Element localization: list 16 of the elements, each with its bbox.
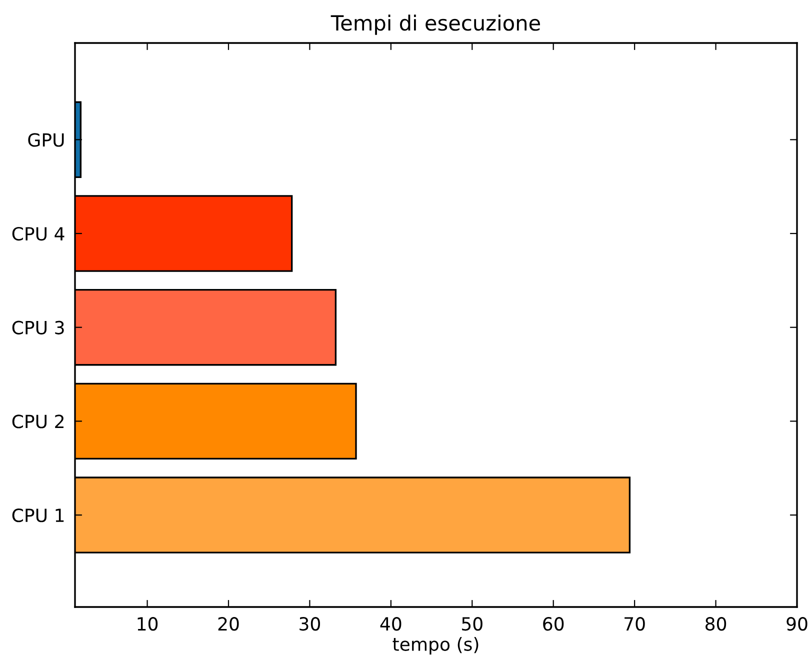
x-tick-label: 20 xyxy=(218,617,239,631)
x-tick-label: 50 xyxy=(462,617,482,631)
y-tick-label: CPU 1 xyxy=(12,508,64,522)
x-axis-title: tempo (s) xyxy=(392,636,478,654)
x-tick-label: 80 xyxy=(706,617,726,631)
y-tick-label: CPU 2 xyxy=(12,414,64,428)
x-tick-label: 90 xyxy=(786,617,808,631)
x-tick-label: 60 xyxy=(543,617,564,631)
chart-title: Tempi di esecuzione xyxy=(330,14,540,35)
x-tick-label: 40 xyxy=(380,617,402,631)
y-tick-label: CPU 3 xyxy=(12,320,64,334)
y-tick-label: CPU 4 xyxy=(12,226,64,241)
x-tick-label: 10 xyxy=(138,617,158,631)
x-tick-label: 70 xyxy=(624,617,645,631)
y-tick-label: GPU xyxy=(28,133,64,147)
x-tick-label: 30 xyxy=(300,617,320,631)
